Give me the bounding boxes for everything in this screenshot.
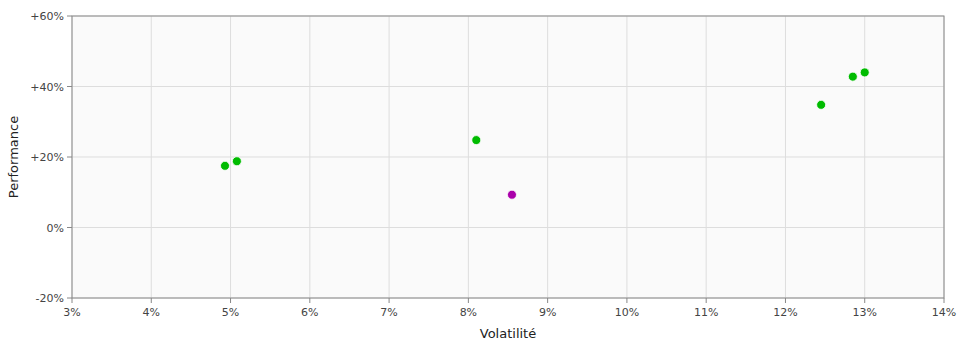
y-tick-label: +20% bbox=[30, 151, 64, 164]
x-tick bbox=[706, 298, 707, 303]
x-tick-label: 10% bbox=[615, 306, 639, 319]
x-tick bbox=[230, 298, 231, 303]
y-tick bbox=[67, 157, 72, 158]
x-tick bbox=[547, 298, 548, 303]
x-tick bbox=[785, 298, 786, 303]
scatter-point bbox=[507, 190, 516, 199]
chart-svg: 3% 4% 5% 6% 7% 8% 9% 10% 11% 12% 13% 14% -20% 0% +20% +… bbox=[0, 0, 966, 350]
axes: 3% 4% 5% 6% 7% 8% 9% 10% 11% 12% 13% 14% -20% 0% +20% +… bbox=[30, 10, 956, 319]
y-tick-label: +40% bbox=[30, 81, 64, 94]
y-tick bbox=[67, 86, 72, 87]
x-tick-label: 13% bbox=[853, 306, 877, 319]
x-tick bbox=[864, 298, 865, 303]
points bbox=[220, 68, 869, 199]
x-tick-label: 8% bbox=[460, 306, 477, 319]
x-tick-label: 7% bbox=[380, 306, 397, 319]
x-tick bbox=[309, 298, 310, 303]
x-tick-label: 9% bbox=[539, 306, 556, 319]
x-tick bbox=[944, 298, 945, 303]
x-tick-label: 3% bbox=[63, 306, 80, 319]
plot-frame bbox=[72, 16, 944, 298]
x-tick bbox=[389, 298, 390, 303]
y-tick-label: -20% bbox=[36, 292, 64, 305]
chart-container: 3% 4% 5% 6% 7% 8% 9% 10% 11% 12% 13% 14% -20% 0% +20% +… bbox=[0, 0, 966, 350]
y-tick bbox=[67, 298, 72, 299]
x-tick-label: 6% bbox=[301, 306, 318, 319]
scatter-point bbox=[817, 100, 826, 109]
scatter-point bbox=[232, 157, 241, 166]
y-tick-label: +60% bbox=[30, 10, 64, 23]
y-tick bbox=[67, 16, 72, 17]
x-tick-label: 11% bbox=[694, 306, 718, 319]
x-tick bbox=[72, 298, 73, 303]
y-tick-label: 0% bbox=[47, 222, 64, 235]
scatter-point bbox=[472, 136, 481, 145]
y-grid-line bbox=[72, 157, 944, 158]
x-tick bbox=[626, 298, 627, 303]
x-tick bbox=[151, 298, 152, 303]
x-tick-label: 14% bbox=[932, 306, 956, 319]
x-tick-label: 4% bbox=[143, 306, 160, 319]
x-tick-label: 12% bbox=[773, 306, 797, 319]
plot-background bbox=[72, 16, 944, 298]
x-tick-label: 5% bbox=[222, 306, 239, 319]
grid bbox=[72, 16, 944, 298]
y-axis-label: Performance bbox=[6, 116, 21, 198]
x-tick bbox=[468, 298, 469, 303]
y-grid-line bbox=[72, 227, 944, 228]
y-grid-line bbox=[72, 86, 944, 87]
y-tick bbox=[67, 227, 72, 228]
scatter-point bbox=[220, 161, 229, 170]
scatter-point bbox=[848, 72, 857, 81]
scatter-point bbox=[860, 68, 869, 77]
x-axis-label: Volatilité bbox=[480, 326, 536, 341]
